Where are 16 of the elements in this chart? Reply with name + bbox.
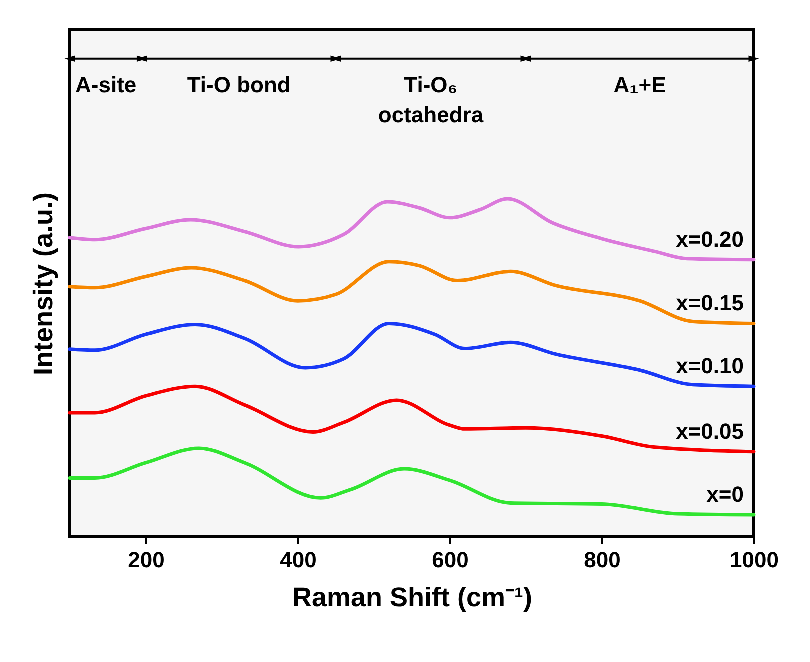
series-label: x=0.05	[676, 418, 744, 444]
band-label: A-site	[76, 72, 137, 98]
series-label: x=0.15	[676, 290, 744, 316]
x-tick-label: 400	[280, 548, 317, 572]
y-axis-title: Intensity (a.u.)	[28, 192, 58, 376]
x-axis-title: Raman Shift (cm⁻¹)	[292, 582, 533, 612]
x-tick-label: 800	[584, 548, 621, 572]
x-tick-label: 1000	[730, 548, 779, 572]
band-label: Ti-O₆ octahedra	[378, 72, 484, 128]
band-label: A₁+E	[614, 72, 666, 98]
series-label: x=0.10	[676, 354, 744, 379]
x-tick-label: 600	[432, 548, 469, 572]
series-label: x=0.20	[676, 226, 744, 252]
band-label: Ti-O bond	[187, 72, 291, 98]
x-tick-label: 200	[128, 548, 165, 572]
series-label: x=0	[706, 482, 744, 508]
